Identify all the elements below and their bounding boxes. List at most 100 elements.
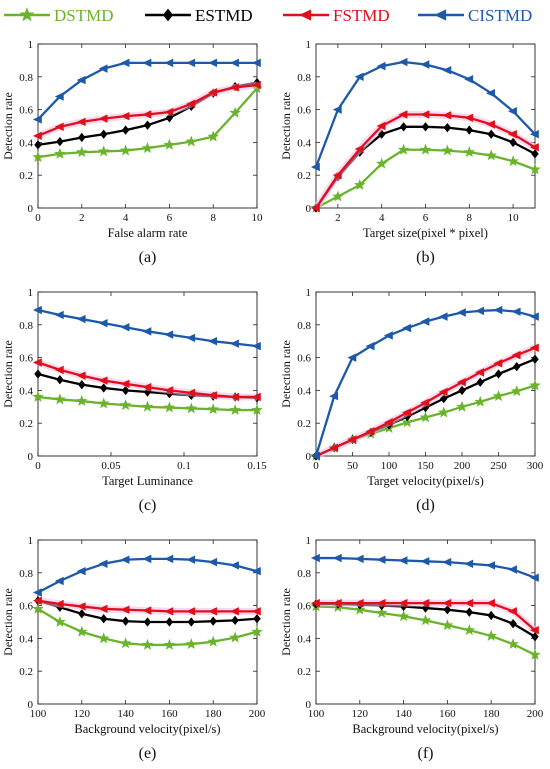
data-point: [141, 142, 154, 154]
panel-label: (c): [139, 497, 157, 514]
data-point: [78, 609, 86, 619]
data-point: [465, 125, 474, 135]
data-point: [98, 559, 108, 568]
x-axis-label: Target size(pixel * pixel): [363, 226, 488, 240]
data-point: [54, 310, 64, 320]
data-point: [98, 318, 108, 328]
data-point: [442, 557, 452, 567]
data-point: [354, 598, 364, 608]
data-point: [76, 602, 86, 611]
data-point: [529, 129, 539, 139]
data-point: [332, 170, 342, 180]
data-point: [120, 58, 130, 68]
y-axis-label: Detection rate: [1, 340, 15, 408]
data-point: [253, 614, 261, 624]
series-line: [37, 557, 258, 594]
data-point: [398, 110, 408, 119]
data-point: [251, 58, 261, 68]
data-point: [529, 163, 541, 175]
data-point: [507, 638, 519, 650]
data-point: [251, 404, 263, 415]
x-tick-label: 250: [490, 460, 507, 472]
data-point: [397, 143, 410, 155]
data-point: [229, 339, 239, 348]
data-point: [465, 607, 474, 617]
y-tick-label: 0.2: [297, 170, 311, 182]
data-point: [398, 556, 408, 565]
data-point: [419, 143, 432, 155]
data-point: [310, 553, 320, 563]
series-cistmd: [310, 305, 539, 461]
plot-frame: [37, 43, 258, 209]
data-point: [310, 451, 320, 461]
x-axis-label: Target velocity(pixel/s): [367, 474, 484, 488]
series-line: [37, 308, 258, 348]
y-tick-label: 1: [306, 39, 312, 51]
y-tick-label: 0.4: [19, 633, 33, 645]
data-point: [186, 333, 196, 343]
data-point: [401, 416, 414, 428]
data-point: [120, 555, 130, 564]
series-cistmd: [32, 305, 261, 351]
data-point: [56, 136, 64, 147]
legend-marker-triangle-left: [434, 9, 447, 21]
x-tick-label: 4: [379, 212, 385, 224]
data-point: [354, 178, 366, 190]
data-point: [32, 596, 42, 605]
data-point: [420, 110, 430, 119]
y-tick-label: 0: [28, 451, 34, 463]
y-tick-label: 0.6: [297, 105, 311, 117]
x-tick-label: 200: [527, 708, 544, 720]
x-tick-label: 10: [252, 212, 264, 224]
data-point: [332, 598, 342, 608]
y-tick-label: 0.8: [297, 568, 311, 580]
data-point: [78, 132, 86, 143]
data-point: [438, 312, 448, 321]
series-line: [315, 605, 536, 656]
y-tick-label: 0.6: [19, 601, 33, 613]
data-point: [54, 576, 64, 586]
data-point: [486, 598, 496, 608]
data-point: [142, 110, 152, 119]
data-point: [329, 443, 339, 453]
data-point: [209, 616, 217, 626]
x-tick-label: 140: [117, 708, 134, 720]
x-tick-label: 10: [508, 212, 520, 224]
data-point: [142, 327, 152, 336]
data-point: [507, 129, 517, 139]
data-point: [475, 368, 485, 377]
data-point: [164, 58, 174, 68]
legend-marker-diamond: [162, 8, 174, 22]
y-tick-label: 0.4: [297, 385, 311, 397]
data-point: [186, 58, 196, 68]
data-point: [531, 354, 539, 364]
data-point: [420, 557, 430, 566]
data-point: [402, 323, 412, 333]
series-fstmd: [32, 358, 261, 402]
chart-panel-c: 0 0.2 0.4 0.6 0.8 1 0 0.05 0.1 0.15 Target Luminan…: [1, 287, 267, 514]
data-point: [120, 379, 130, 389]
data-point: [419, 411, 432, 423]
y-tick-label: 1: [306, 535, 312, 547]
legend-item-estmd: ESTMD: [145, 6, 253, 25]
x-tick-label: 0: [35, 460, 41, 472]
data-point: [347, 353, 357, 362]
data-point: [376, 555, 386, 564]
data-point: [494, 369, 503, 379]
data-point: [76, 146, 88, 158]
y-tick-label: 0.6: [19, 105, 33, 117]
data-point: [76, 117, 86, 127]
data-point: [208, 58, 218, 68]
data-point: [32, 602, 44, 614]
data-point: [163, 401, 176, 413]
data-point: [529, 625, 539, 635]
legend-marker-triangle-left: [299, 9, 312, 21]
data-point: [98, 64, 108, 73]
data-point: [120, 605, 130, 614]
data-point: [97, 397, 110, 409]
data-point: [354, 72, 364, 82]
x-tick-label: 200: [249, 708, 266, 720]
data-point: [229, 83, 239, 92]
data-point: [383, 418, 393, 427]
